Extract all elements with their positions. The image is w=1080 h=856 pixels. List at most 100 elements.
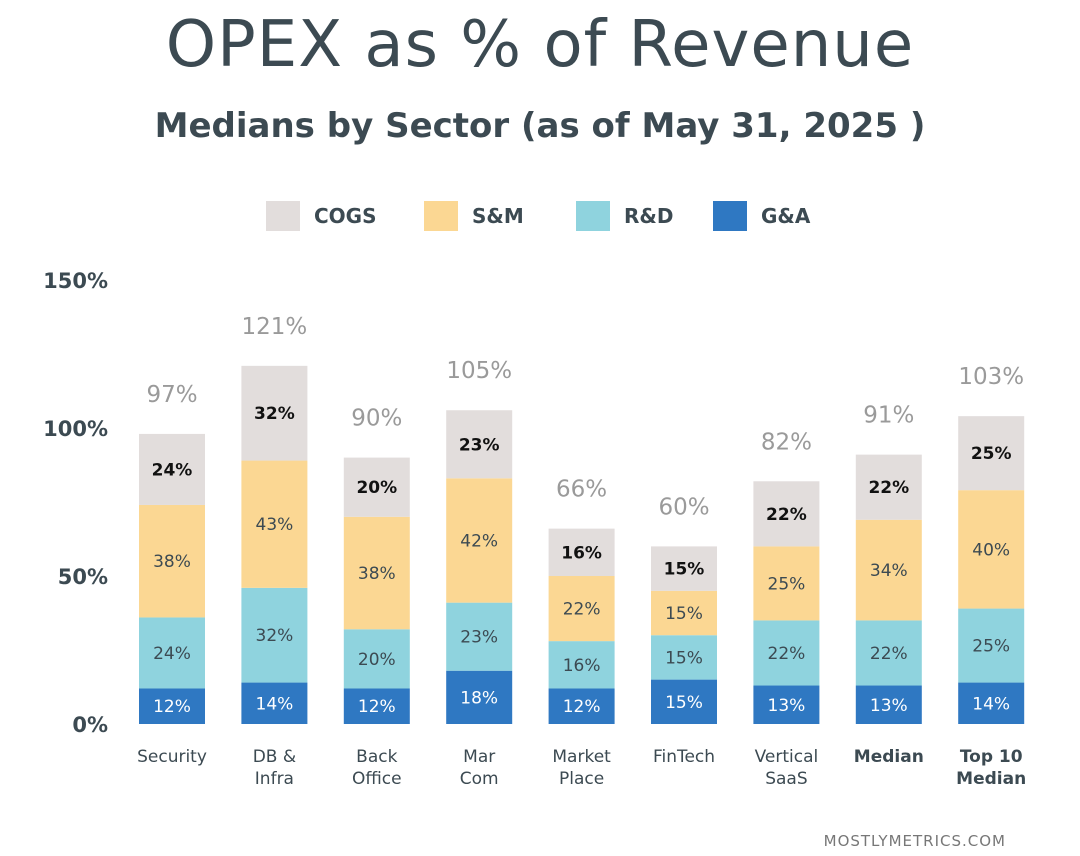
legend: COGS S&M R&D G&A [0,196,1080,236]
bar-segment-cogs [446,410,513,479]
bar-segment-sm [548,576,615,642]
data-label: 42% [460,531,498,551]
legend-item-rd: R&D [576,196,673,236]
total-label: 90% [351,406,402,432]
legend-item-ga: G&A [713,196,810,236]
data-label: 12% [153,697,191,717]
bar-segment-rd [241,587,308,683]
data-label: 15% [664,560,705,580]
bar-segment-rd [548,641,615,689]
x-tick-label: Infra [255,769,294,789]
data-label: 32% [256,626,294,646]
data-label: 14% [256,694,294,714]
data-label: 25% [971,444,1012,464]
legend-item-cogs: COGS [266,196,377,236]
bar-segment-rd [343,629,410,689]
x-tick-label: Place [559,769,604,789]
data-label: 23% [460,628,498,648]
data-label: 22% [868,478,909,498]
bar-segment-rd [958,608,1025,683]
bar-segment-rd [446,602,513,671]
x-tick-label: SaaS [765,769,807,789]
data-label: 24% [153,644,191,664]
bar-segment-cogs [753,481,820,547]
x-tick-label: Com [460,769,499,789]
bar-segment-sm [139,504,205,618]
data-label: 24% [152,460,193,480]
legend-swatch-sm [424,201,458,231]
legend-label-ga: G&A [761,204,811,228]
data-label: 13% [768,696,806,716]
data-label: 20% [356,478,397,498]
bar-segment-rd [753,620,820,686]
x-tick-label: Median [854,747,924,767]
data-label: 23% [459,435,500,455]
bar-segment-sm [753,546,820,621]
data-label: 40% [972,540,1010,560]
bar-segment-sm [958,490,1025,609]
data-label: 22% [870,644,908,664]
x-tick-label: Top 10 [960,747,1023,767]
total-label: 97% [146,382,197,408]
stacked-bar-chart: 0% 50% 100% 150% 12% 24% 38% 24% 97% Security 14% 3… [43,269,1026,789]
y-tick-label: 100% [43,417,108,441]
x-tick-label: Vertical [755,747,819,767]
total-label: 121% [242,314,308,340]
legend-item-sm: S&M [424,196,524,236]
legend-swatch-ga [713,201,747,231]
legend-label-cogs: COGS [314,204,377,228]
bar-segment-ga [139,688,205,724]
chart-title: OPEX as % of Revenue [165,8,915,82]
bar-segment-sm [855,519,922,621]
y-tick-label: 0% [72,713,108,737]
data-label: 14% [972,694,1010,714]
bar-segment-cogs [958,416,1025,491]
bar-segment-sm [651,590,717,636]
total-label: 66% [556,477,607,503]
bar-segment-ga [651,679,717,724]
bar-segment-cogs [343,457,410,517]
data-label: 15% [665,648,703,668]
bar-segment-cogs [855,454,922,520]
total-label: 103% [958,364,1024,390]
data-label: 16% [561,543,602,563]
bar-segment-rd [651,635,717,680]
x-tick-label: DB & [253,747,296,767]
bar-segment-ga [343,688,410,724]
legend-label-sm: S&M [472,204,524,228]
data-label: 22% [766,505,807,525]
data-label: 25% [972,637,1010,657]
x-tick-label: Back [356,747,397,767]
total-label: 60% [658,494,709,520]
bar-segment-cogs [241,365,308,461]
data-label: 15% [665,604,703,624]
x-tick-label: Office [352,769,402,789]
bar-segment-ga [753,685,820,724]
x-tick-label: Security [137,747,207,767]
bar-segment-ga [446,670,513,724]
legend-swatch-cogs [266,201,300,231]
data-label: 13% [870,696,908,716]
bar-segment-cogs [548,528,615,576]
y-tick-label: 150% [43,269,108,293]
bar-segment-ga [855,685,922,724]
bar-segment-cogs [651,546,717,591]
bar-segment-sm [241,460,308,588]
data-label: 25% [768,574,806,594]
x-tick-label: FinTech [653,747,715,767]
total-label: 82% [761,429,812,455]
data-label: 12% [563,697,601,717]
bar-segment-ga [548,688,615,724]
data-label: 22% [768,644,806,664]
data-label: 20% [358,650,396,670]
data-label: 15% [665,693,703,713]
total-label: 105% [446,358,512,384]
y-tick-label: 50% [58,565,108,589]
bar-segment-sm [343,516,410,630]
bar-segment-cogs [139,433,205,505]
data-label: 16% [563,656,601,676]
bar-segment-rd [855,620,922,686]
legend-swatch-rd [576,201,610,231]
source-credit: MOSTLYMETRICS.COM [823,832,1006,850]
x-tick-label: Mar [463,747,495,767]
